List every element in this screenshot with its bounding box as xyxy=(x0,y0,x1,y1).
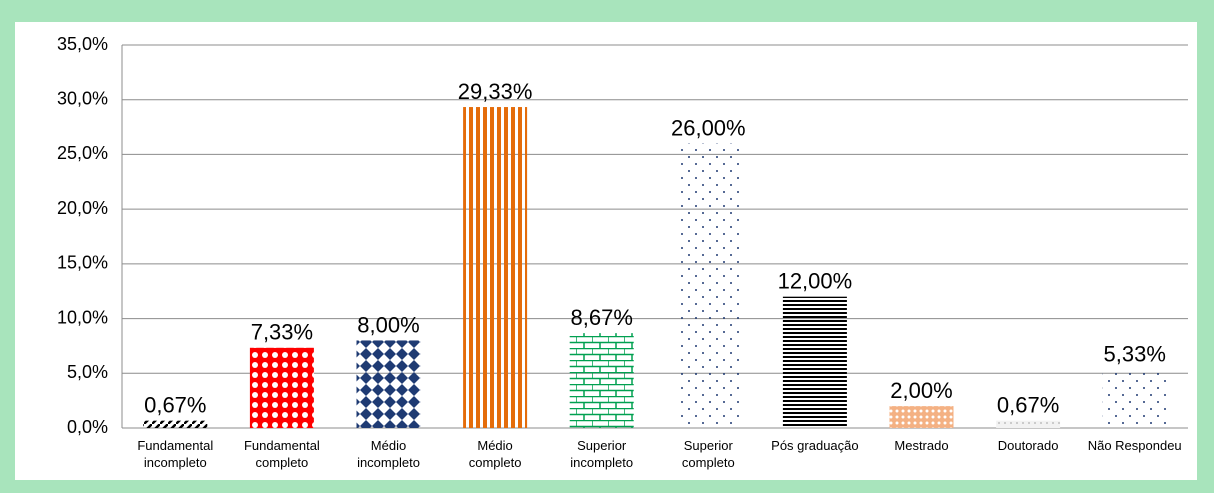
bar xyxy=(889,406,954,428)
bar xyxy=(782,296,847,428)
bar xyxy=(1102,369,1167,428)
value-label: 0,67% xyxy=(997,392,1059,417)
value-label: 2,00% xyxy=(890,378,952,403)
x-tick-label: Pós graduação xyxy=(771,438,859,453)
x-tick-label: Médio completo xyxy=(468,438,522,470)
bar xyxy=(996,420,1061,428)
x-tick-label: Superior completo xyxy=(681,438,735,470)
bar xyxy=(569,333,634,428)
bar xyxy=(356,340,421,428)
value-label: 5,33% xyxy=(1104,341,1166,366)
bar xyxy=(249,347,314,428)
x-tick-label: Superior incompleto xyxy=(570,438,634,470)
value-label: 26,00% xyxy=(671,115,746,140)
y-tick-label: 5,0% xyxy=(67,362,108,382)
y-tick-label: 20,0% xyxy=(57,198,108,218)
y-tick-label: 35,0% xyxy=(57,34,108,54)
x-tick-label: Médio incompleto xyxy=(357,438,420,470)
value-label: 29,33% xyxy=(458,79,533,104)
y-tick-label: 15,0% xyxy=(57,253,108,273)
y-tick-label: 10,0% xyxy=(57,307,108,327)
value-label: 7,33% xyxy=(251,320,313,345)
x-tick-label: Fundamental incompleto xyxy=(137,438,214,470)
bar xyxy=(676,143,741,428)
x-tick-label: Mestrado xyxy=(894,438,949,453)
y-tick-label: 0,0% xyxy=(67,417,108,437)
value-label: 0,67% xyxy=(144,392,206,417)
value-label: 12,00% xyxy=(778,268,853,293)
x-tick-label: Doutorado xyxy=(997,438,1059,453)
y-tick-label: 30,0% xyxy=(57,88,108,108)
bar xyxy=(463,107,528,429)
x-tick-label: Fundamental completo xyxy=(243,438,320,470)
bar xyxy=(143,420,208,428)
x-tick-label: Não Respondeu xyxy=(1087,438,1182,453)
value-label: 8,67% xyxy=(571,305,633,330)
y-tick-label: 25,0% xyxy=(57,143,108,163)
value-label: 8,00% xyxy=(357,312,419,337)
